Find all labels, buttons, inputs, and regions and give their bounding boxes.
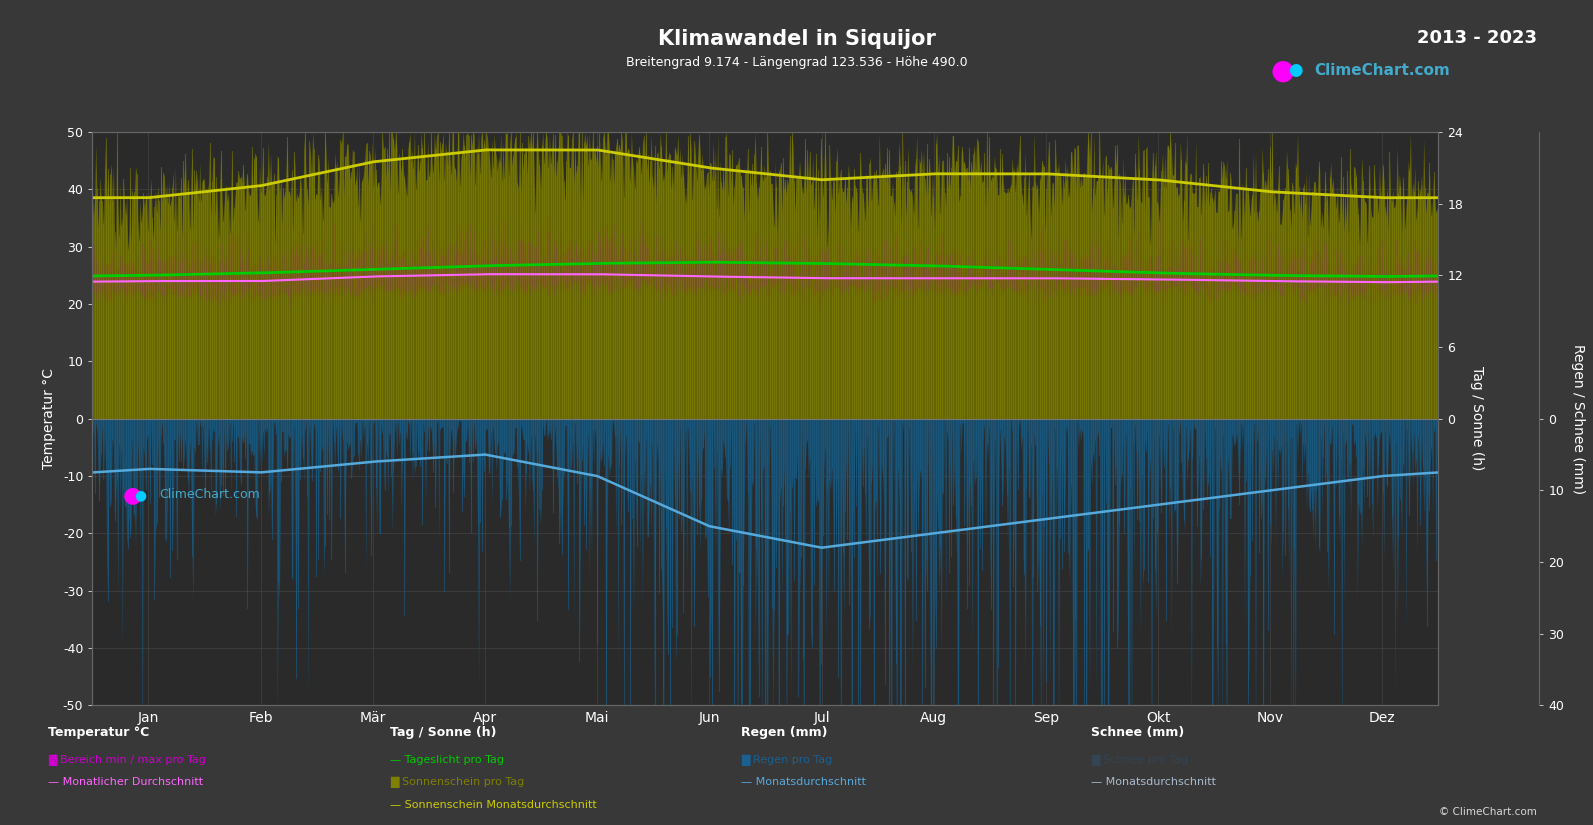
Text: ●: ● (123, 485, 142, 505)
Y-axis label: Temperatur °C: Temperatur °C (41, 368, 56, 469)
Text: ClimeChart.com: ClimeChart.com (159, 488, 260, 502)
Y-axis label: Regen / Schnee (mm): Regen / Schnee (mm) (1571, 344, 1585, 493)
Text: — Monatsdurchschnitt: — Monatsdurchschnitt (1091, 777, 1215, 787)
Text: Temperatur °C: Temperatur °C (48, 726, 150, 739)
Text: © ClimeChart.com: © ClimeChart.com (1440, 807, 1537, 817)
Text: — Sonnenschein Monatsdurchschnitt: — Sonnenschein Monatsdurchschnitt (390, 800, 597, 810)
Text: Breitengrad 9.174 - Längengrad 123.536 - Höhe 490.0: Breitengrad 9.174 - Längengrad 123.536 -… (626, 56, 967, 69)
Text: █ Schnee pro Tag: █ Schnee pro Tag (1091, 755, 1188, 766)
Text: — Monatsdurchschnitt: — Monatsdurchschnitt (741, 777, 865, 787)
Text: Tag / Sonne (h): Tag / Sonne (h) (390, 726, 497, 739)
Text: Klimawandel in Siquijor: Klimawandel in Siquijor (658, 29, 935, 49)
Text: — Tageslicht pro Tag: — Tageslicht pro Tag (390, 755, 505, 765)
Text: ●: ● (1270, 56, 1295, 84)
Text: — Monatlicher Durchschnitt: — Monatlicher Durchschnitt (48, 777, 202, 787)
Text: █ Regen pro Tag: █ Regen pro Tag (741, 755, 832, 766)
Text: ClimeChart.com: ClimeChart.com (1314, 63, 1450, 78)
Text: █ Bereich min / max pro Tag: █ Bereich min / max pro Tag (48, 755, 205, 766)
Text: Schnee (mm): Schnee (mm) (1091, 726, 1185, 739)
Text: █ Sonnenschein pro Tag: █ Sonnenschein pro Tag (390, 777, 524, 789)
Y-axis label: Tag / Sonne (h): Tag / Sonne (h) (1470, 366, 1485, 471)
Text: 2013 - 2023: 2013 - 2023 (1418, 29, 1537, 47)
Text: ●: ● (134, 488, 147, 502)
Text: ●: ● (1287, 61, 1303, 79)
Text: Regen (mm): Regen (mm) (741, 726, 827, 739)
